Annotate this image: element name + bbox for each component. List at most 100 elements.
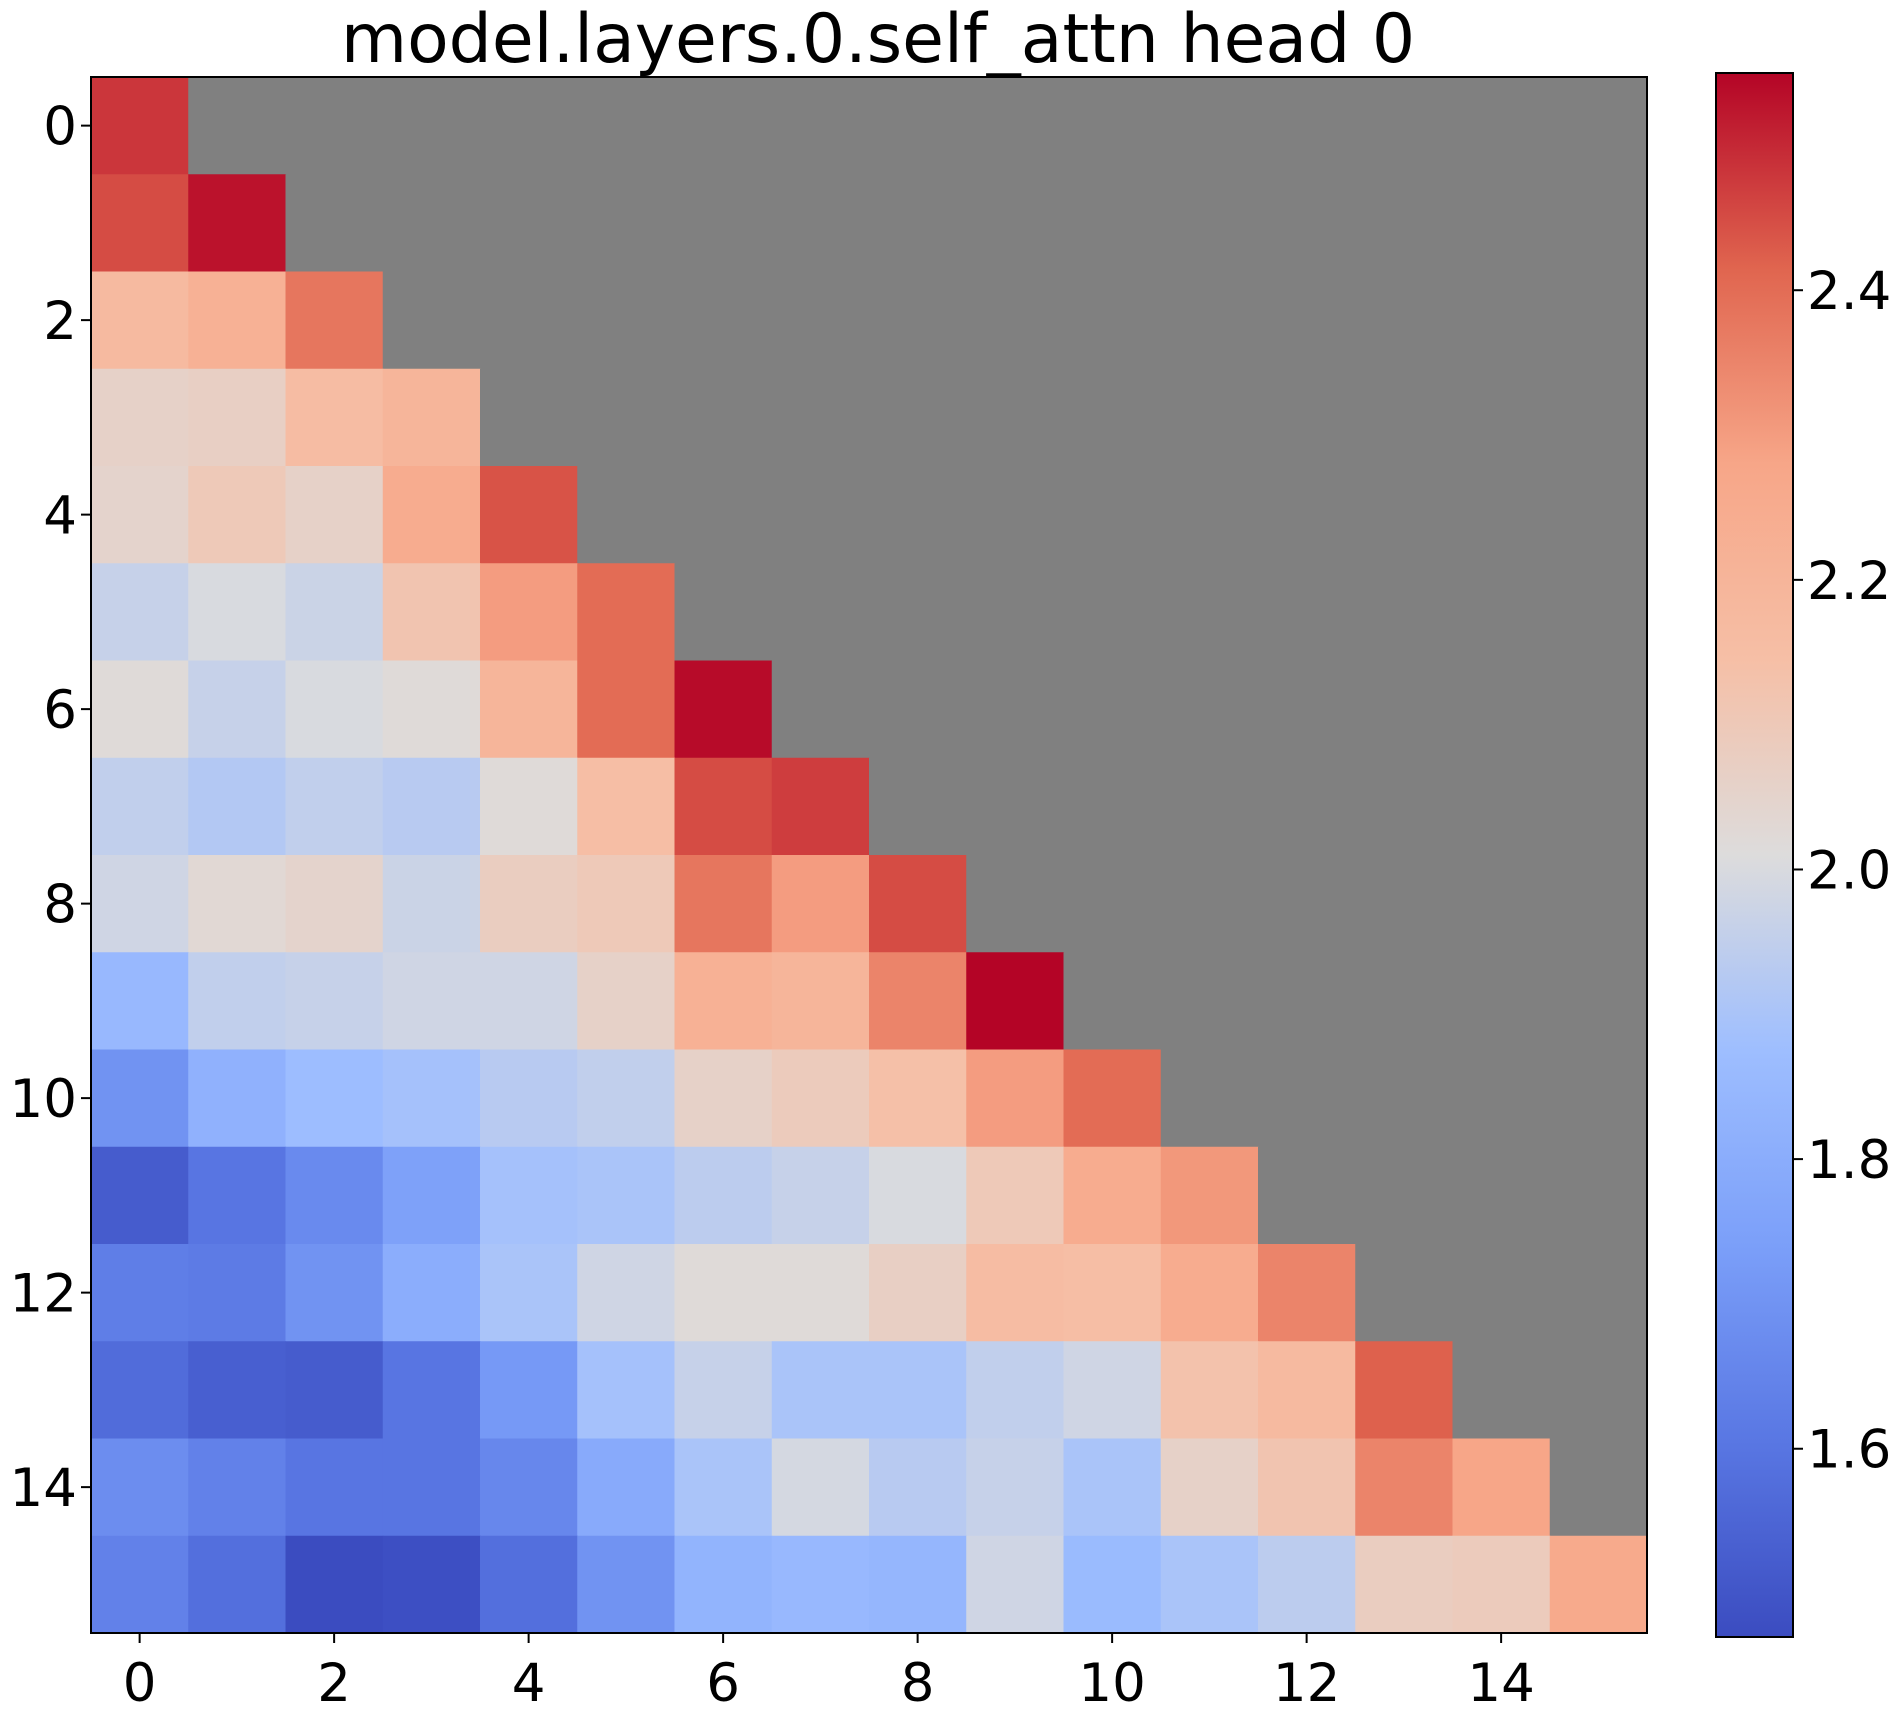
heatmap-cell (869, 1049, 967, 1148)
masked-cell (869, 174, 967, 273)
masked-cell (1355, 952, 1454, 1051)
masked-cell (577, 174, 676, 273)
x-tick-label: 8 (901, 1653, 935, 1706)
masked-cell (869, 563, 967, 662)
masked-cell (1549, 466, 1648, 564)
heatmap-cell (91, 1341, 189, 1440)
heatmap-cell (188, 271, 287, 370)
masked-cell (1549, 563, 1648, 662)
y-axis-ticks: 0 2 4 6 8 10 12 14 (10, 97, 91, 1519)
heatmap-cell (577, 757, 676, 856)
heatmap-cell (188, 1244, 287, 1342)
masked-cell (966, 660, 1065, 759)
masked-cell (1355, 757, 1454, 856)
masked-cell (1549, 757, 1648, 856)
masked-cell (771, 271, 870, 370)
heatmap-cell (966, 1049, 1065, 1148)
heatmap-cell (1160, 1535, 1259, 1634)
masked-cell (1258, 563, 1356, 662)
heatmap-cell (674, 660, 773, 759)
masked-cell (577, 466, 676, 564)
heatmap-cell (1160, 1341, 1259, 1440)
heatmap-cell (285, 952, 384, 1051)
masked-cell (1063, 660, 1162, 759)
masked-cell (1549, 77, 1648, 175)
heatmap-cell (771, 1535, 870, 1634)
chart-title: model.layers.0.self_attn head 0 (341, 0, 1415, 79)
masked-cell (480, 271, 578, 370)
heatmap-cell (285, 757, 384, 856)
heatmap-cell (91, 271, 189, 370)
masked-cell (1452, 77, 1551, 175)
masked-cell (1063, 757, 1162, 856)
y-tick-label: 8 (43, 875, 77, 936)
masked-cell (869, 271, 967, 370)
heatmap-cell (382, 1341, 481, 1440)
masked-cell (1452, 1146, 1551, 1245)
heatmap-cell (674, 1146, 773, 1245)
masked-cell (1549, 855, 1648, 953)
heatmap-cell (91, 1049, 189, 1148)
masked-cell (577, 271, 676, 370)
heatmap-cell (480, 660, 578, 759)
masked-cell (1355, 466, 1454, 564)
heatmap-cell (285, 563, 384, 662)
heatmap-cell (674, 1244, 773, 1342)
heatmap-cell (674, 1341, 773, 1440)
y-tick-label: 0 (43, 97, 77, 158)
masked-cell (771, 660, 870, 759)
masked-cell (1355, 174, 1454, 273)
masked-cell (1063, 271, 1162, 370)
heatmap-cell (771, 855, 870, 953)
x-tick-label: 0 (123, 1653, 157, 1706)
masked-cell (1063, 952, 1162, 1051)
heatmap-cell (1452, 1438, 1551, 1537)
masked-cell (966, 77, 1065, 175)
heatmap-cell (91, 1244, 189, 1342)
heatmap-cell (91, 855, 189, 953)
heatmap-cell (674, 1438, 773, 1537)
heatmap-cell (480, 563, 578, 662)
heatmap-cell (771, 952, 870, 1051)
heatmap-cell (188, 1535, 287, 1634)
heatmap-cell (771, 1049, 870, 1148)
masked-cell (1063, 855, 1162, 953)
heatmap-cell (480, 1049, 578, 1148)
heatmap-cell (771, 1244, 870, 1342)
masked-cell (1452, 660, 1551, 759)
heatmap-cell (285, 271, 384, 370)
heatmap-cell (577, 1244, 676, 1342)
heatmap-cell (577, 855, 676, 953)
masked-cell (1355, 1049, 1454, 1148)
heatmap-cell (1063, 1146, 1162, 1245)
heatmap-cell (91, 563, 189, 662)
masked-cell (966, 563, 1065, 662)
x-axis-ticks: 0 2 4 6 8 10 12 14 (123, 1633, 1535, 1710)
masked-cell (382, 271, 481, 370)
heatmap-cell (966, 1146, 1065, 1245)
heatmap-cell (382, 952, 481, 1051)
masked-cell (188, 77, 287, 175)
masked-cell (1549, 271, 1648, 370)
masked-cell (1063, 174, 1162, 273)
masked-cell (1160, 1049, 1259, 1148)
heatmap-cell (577, 1146, 676, 1245)
masked-cell (674, 174, 773, 273)
colorbar-tick-label: 1.8 (1807, 1130, 1891, 1191)
y-tick-label: 6 (43, 680, 77, 741)
heatmap-cell (577, 1535, 676, 1634)
masked-cell (1258, 660, 1356, 759)
masked-cell (1452, 174, 1551, 273)
masked-cell (1160, 271, 1259, 370)
masked-cell (480, 368, 578, 467)
masked-cell (1452, 1049, 1551, 1148)
masked-cell (1355, 855, 1454, 953)
heatmap-cell (771, 1341, 870, 1440)
heatmap-cell (285, 1438, 384, 1537)
heatmap-cell (674, 952, 773, 1051)
heatmap-cell (480, 1535, 578, 1634)
heatmap-cell (188, 563, 287, 662)
masked-cell (1160, 855, 1259, 953)
